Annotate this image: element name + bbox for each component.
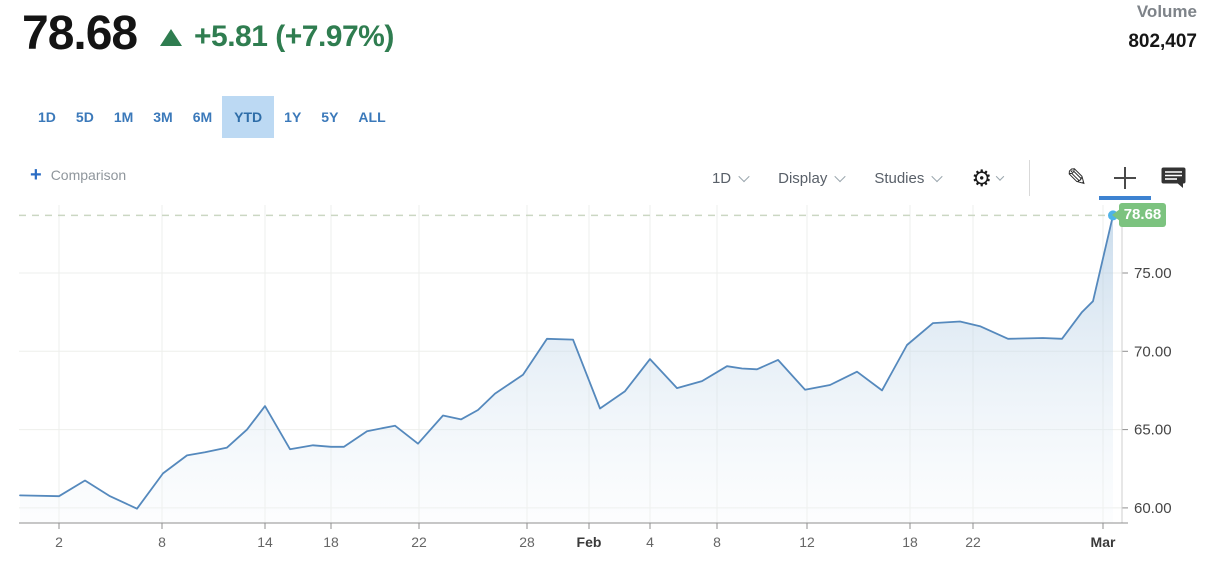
y-axis-label: 60.00: [1134, 500, 1172, 517]
price-change: +5.81 (+7.97%): [160, 20, 394, 54]
comments-icon: [1161, 167, 1185, 188]
chevron-down-icon: [834, 170, 846, 183]
comments-tool-button[interactable]: [1156, 161, 1190, 195]
x-axis-label: 28: [519, 534, 535, 550]
studies-dropdown-label: Studies: [874, 169, 925, 187]
tab-1d[interactable]: 1D: [38, 109, 56, 125]
draw-tool-button[interactable]: ✎: [1060, 161, 1094, 195]
x-axis-label: Mar: [1091, 534, 1116, 550]
tab-3m[interactable]: 3M: [153, 109, 173, 125]
settings-dropdown[interactable]: ⚙: [971, 165, 1005, 191]
volume-block: Volume 802,407: [1128, 2, 1197, 53]
x-axis-label: 2: [55, 534, 63, 550]
price-line: [19, 214, 1114, 510]
interval-dropdown-label: 1D: [711, 169, 732, 187]
arrow-up-icon: [160, 28, 182, 46]
x-axis-label: 18: [323, 534, 339, 550]
x-axis-label: 22: [411, 534, 427, 550]
last-price: 78.68: [22, 7, 138, 60]
x-axis-label: 18: [902, 534, 918, 550]
display-dropdown-label: Display: [778, 169, 828, 187]
y-axis-label: 65.00: [1134, 422, 1172, 439]
display-dropdown[interactable]: Display: [778, 169, 846, 187]
comparison-label: Comparison: [50, 167, 127, 183]
tab-ytd[interactable]: YTD: [222, 96, 275, 138]
x-axis-label: 8: [713, 534, 721, 550]
chart-toolbar: + Comparison 1D Display Studies ⚙ ✎: [0, 156, 1209, 200]
tab-1y[interactable]: 1Y: [284, 109, 302, 125]
studies-dropdown[interactable]: Studies: [874, 169, 944, 187]
volume-value: 802,407: [1128, 31, 1197, 52]
chevron-down-icon: [738, 170, 750, 183]
draw-icon: ✎: [1066, 164, 1088, 192]
chevron-down-icon: [931, 170, 944, 183]
price-change-text: +5.81 (+7.97%): [194, 20, 394, 53]
toolbar-divider: [1029, 160, 1030, 196]
last-price-flag: 78.68: [1119, 203, 1166, 228]
tab-1m[interactable]: 1M: [113, 109, 134, 125]
crosshair-tool-button[interactable]: [1099, 161, 1151, 200]
plus-icon: +: [30, 164, 42, 186]
tab-6m[interactable]: 6M: [192, 109, 213, 125]
y-axis-label: 75.00: [1134, 265, 1172, 282]
x-axis-label: 8: [158, 534, 166, 550]
interval-dropdown[interactable]: 1D: [711, 169, 750, 187]
x-axis-label: 14: [257, 534, 273, 550]
range-tabs: 1D 5D 1M 3M 6M YTD 1Y 5Y ALL: [28, 96, 396, 138]
chevron-down-icon: [995, 172, 1005, 181]
price-area: [20, 215, 1113, 523]
x-axis-label: 12: [799, 534, 815, 550]
gear-icon: ⚙: [971, 165, 992, 191]
x-axis-label: 22: [965, 534, 981, 550]
crosshair-icon: [1114, 167, 1136, 189]
x-axis-label: Feb: [577, 534, 602, 550]
tab-all[interactable]: ALL: [358, 109, 386, 125]
y-axis-label: 70.00: [1134, 343, 1172, 360]
add-comparison-button[interactable]: + Comparison: [30, 164, 127, 186]
volume-label: Volume: [1136, 2, 1197, 21]
x-axis-label: 4: [646, 534, 654, 550]
tab-5y[interactable]: 5Y: [321, 109, 339, 125]
tab-5d[interactable]: 5D: [75, 109, 94, 125]
